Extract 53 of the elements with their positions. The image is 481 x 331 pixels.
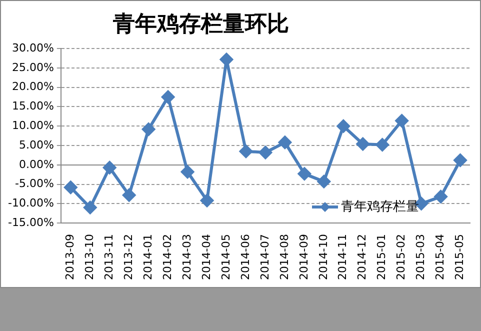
point	[336, 120, 350, 133]
point	[454, 154, 467, 167]
point	[278, 136, 292, 149]
y-tick-label: 0.00%	[18, 158, 54, 171]
point	[434, 190, 448, 204]
x-tick-label: 2014-08	[278, 234, 291, 280]
point	[84, 201, 97, 214]
point	[298, 167, 311, 180]
y-tick-label: 10.00%	[12, 118, 54, 132]
x-tick-label: 2013-12	[122, 234, 135, 280]
x-tick-label: 2014-05	[219, 234, 232, 280]
point	[395, 114, 408, 128]
x-tick-label: 2014-07	[258, 234, 272, 280]
y-tick-label: 20.00%	[12, 80, 54, 94]
x-tick-label: 2014-06	[238, 234, 252, 280]
y-tick-label: 25.00%	[12, 60, 54, 74]
x-tick-label: 2014-02	[160, 234, 174, 280]
x-tick-label: 2014-11	[336, 234, 350, 280]
y-tick-label: 5.00%	[18, 138, 54, 152]
point	[64, 180, 78, 194]
point	[317, 175, 330, 188]
point	[376, 138, 389, 152]
x-tick-label: 2015-03	[414, 234, 428, 280]
y-tick-label: 30.00%	[12, 41, 54, 54]
point	[220, 52, 233, 66]
x-tick-label: 2014-12	[356, 234, 369, 280]
y-tick-label: -10.00%	[8, 196, 54, 210]
point	[356, 137, 370, 150]
legend-label: 青年鸡存栏量	[341, 199, 419, 214]
x-tick-label: 2013-09	[64, 234, 77, 280]
point	[239, 144, 252, 158]
y-tick-label: 15.00%	[12, 100, 54, 113]
x-tick-label: 2014-10	[316, 234, 330, 280]
point	[142, 122, 156, 136]
y-tick-label: -5.00%	[14, 177, 54, 190]
x-tick-label: 2013-11	[102, 234, 116, 280]
x-tick-label: 2015-05	[453, 234, 466, 280]
point	[181, 165, 194, 178]
x-tick-label: 2014-04	[200, 234, 213, 280]
point	[162, 90, 175, 104]
x-tick-label: 2015-02	[394, 234, 408, 280]
chart-title: 青年鸡存栏量环比	[112, 10, 290, 39]
x-tick-label: 2014-01	[141, 234, 154, 280]
point	[258, 146, 272, 159]
x-tick-label: 2015-01	[375, 234, 388, 280]
point	[200, 194, 214, 208]
point	[122, 188, 136, 202]
y-tick-label: -15.00%	[8, 216, 54, 229]
point	[103, 161, 116, 174]
x-tick-label: 2014-09	[297, 234, 310, 280]
x-tick-label: 2013-10	[82, 234, 96, 280]
x-tick-label: 2014-03	[180, 234, 194, 280]
x-tick-label: 2015-04	[434, 234, 447, 280]
